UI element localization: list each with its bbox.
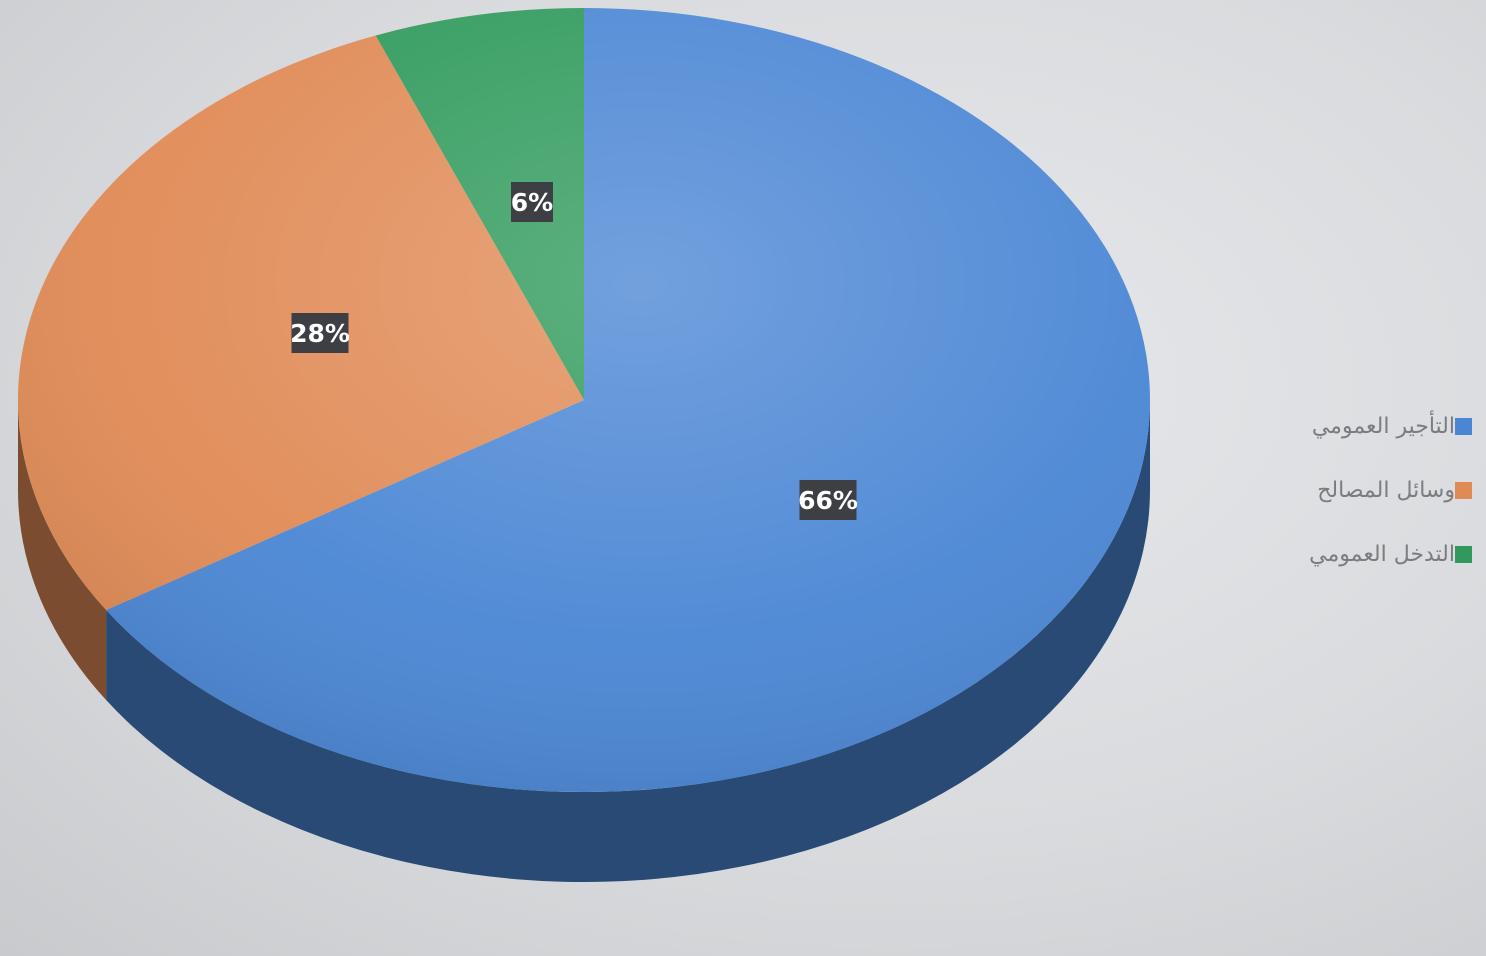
slice-public-leasing-data-label-box	[799, 480, 857, 520]
slice-public-intervention-data-label-box	[511, 182, 553, 222]
legend-item-public-intervention: التدخل العمومي	[1250, 536, 1482, 572]
legend-swatch-public-leasing	[1455, 417, 1472, 435]
slice-public-leasing-data-label: 66%	[798, 480, 858, 520]
legend-label-public-leasing: التأجير العمومي	[1311, 413, 1455, 439]
slice-service-vehicles-side	[18, 400, 107, 701]
legend-swatch-service-vehicles	[1455, 481, 1472, 499]
slice-public-leasing-data-label-text: 66%	[798, 486, 858, 515]
legend-label-public-intervention: التدخل العمومي	[1309, 541, 1455, 567]
legend-swatch-public-intervention	[1455, 545, 1472, 563]
slice-service-vehicles-data-label-box	[291, 313, 349, 353]
legend-label-service-vehicles: وسائل المصالح	[1317, 477, 1455, 503]
slice-public-intervention-data-label-text: 6%	[511, 188, 553, 217]
slice-service-vehicles-data-label: 28%	[290, 313, 350, 353]
slice-public-leasing-side	[106, 400, 1151, 882]
chart-legend: التأجير العمومي وسائل المصالح التدخل الع…	[1250, 408, 1482, 600]
pie-lighting	[18, 8, 1150, 792]
slice-service-vehicles-data-label-text: 28%	[290, 319, 350, 348]
legend-item-service-vehicles: وسائل المصالح	[1250, 472, 1482, 508]
slice-public-intervention-data-label: 6%	[511, 182, 553, 222]
legend-item-public-leasing: التأجير العمومي	[1250, 408, 1482, 444]
